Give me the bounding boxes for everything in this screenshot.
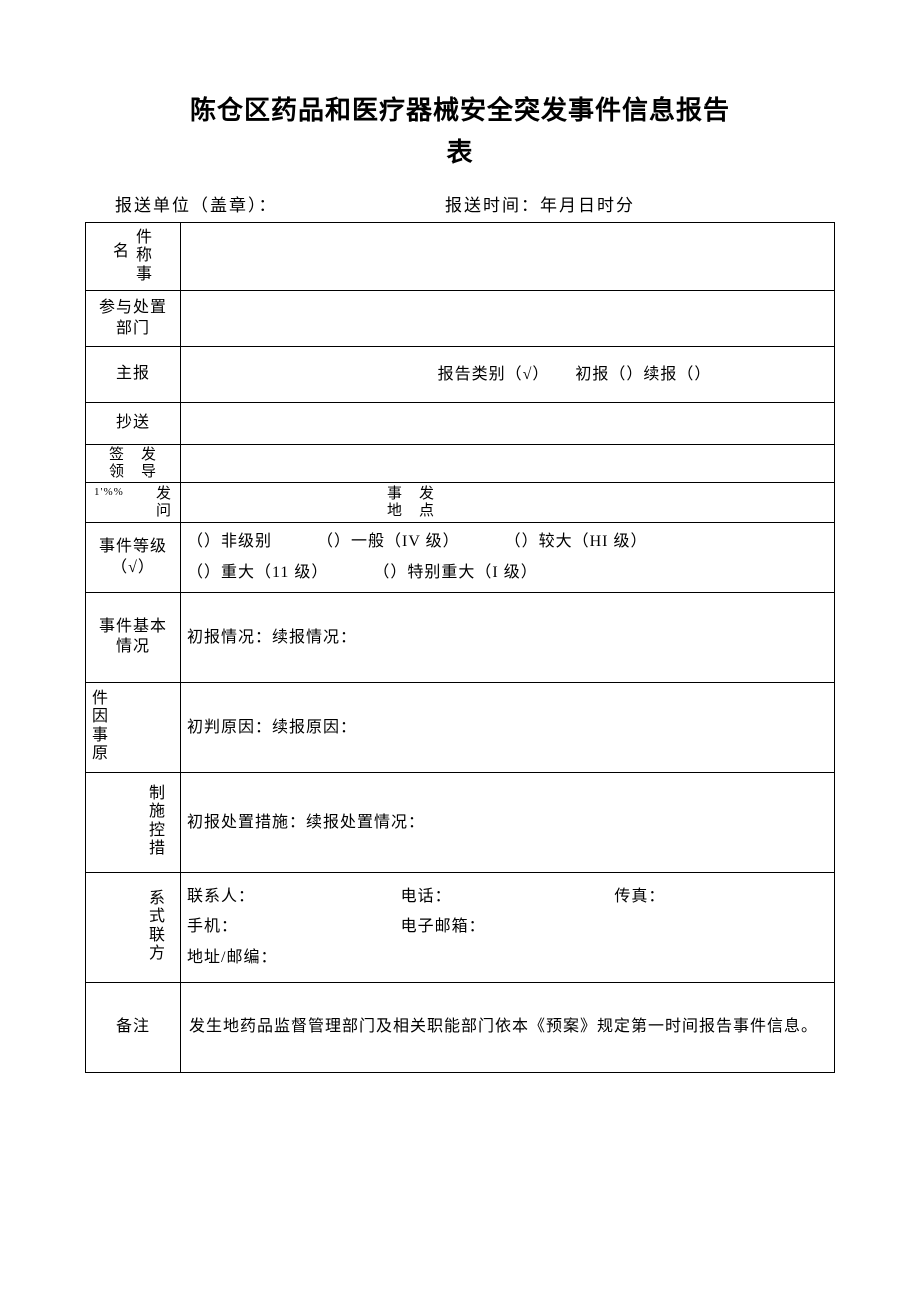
row-depts-label: 参与处置部门 <box>86 291 181 347</box>
row-measure-value[interactable]: 初报处置措施：续报处置情况： <box>181 772 835 872</box>
title-line-2: 表 <box>446 138 473 167</box>
row-event-name-value[interactable] <box>181 223 835 291</box>
contact-fax[interactable]: 传真： <box>614 882 828 912</box>
level-opt[interactable]: （）重大（11 级） <box>187 558 328 588</box>
level-opt[interactable]: （）较大（HI 级） <box>505 527 648 557</box>
row-cause-label: 件 因 事 原 <box>86 682 181 772</box>
char: 方 <box>149 945 166 963</box>
char: 件 <box>92 690 109 708</box>
row-mainreport-label: 主报 <box>86 347 181 403</box>
contact-phone[interactable]: 电话： <box>401 882 615 912</box>
row-contact-label: 系 式 联 方 <box>86 872 181 982</box>
meta-time-label: 报送时间：年月日时分 <box>445 191 835 216</box>
row-cc-label: 抄送 <box>86 403 181 445</box>
char: 控 <box>149 822 166 840</box>
title-line-1: 陈仓区药品和医疗器械安全突发事件信息报告 <box>190 96 730 125</box>
char: 事 <box>136 266 153 284</box>
char-line: 签 发 <box>88 447 178 464</box>
row-basic-value[interactable]: 初报情况：续报情况： <box>181 592 835 682</box>
char: 制 <box>149 785 166 803</box>
row-mainreport-value[interactable]: 报告类别（√） 初报（）续报（） <box>181 347 835 403</box>
char: 措 <box>149 840 166 858</box>
row-contact-value[interactable]: 联系人： 电话： 传真： 手机： 电子邮箱： 地址/邮编： <box>181 872 835 982</box>
char: 式 <box>149 908 166 926</box>
doc-title: 陈仓区药品和医疗器械安全突发事件信息报告 表 <box>85 90 835 173</box>
char: 事 <box>92 727 109 745</box>
row-cc-value[interactable] <box>181 403 835 445</box>
row-event-name-label: 名 件 称 事 <box>86 223 181 291</box>
char-line: 事 发 <box>387 486 435 503</box>
contact-mobile[interactable]: 手机： <box>187 912 401 942</box>
level-opt[interactable]: （）一般（IV 级） <box>317 527 460 557</box>
row-event-time-label: 1'%% 发 问 <box>86 483 181 523</box>
row-event-time-loc-value[interactable]: 事 发 地 点 <box>181 483 835 523</box>
page-container: 陈仓区药品和医疗器械安全突发事件信息报告 表 报送单位（盖章）： 报送时间：年月… <box>0 0 920 1133</box>
char: 因 <box>92 708 109 726</box>
row-event-level-label: 事件等级（√） <box>86 523 181 593</box>
char: 原 <box>92 745 109 763</box>
char: 联 <box>149 927 166 945</box>
row-cause-value[interactable]: 初判原因：续报原因： <box>181 682 835 772</box>
contact-email[interactable]: 电子邮箱： <box>401 912 615 942</box>
char-line: 发 <box>156 486 172 503</box>
meta-row: 报送单位（盖章）： 报送时间：年月日时分 <box>85 191 835 216</box>
char-line: 问 <box>156 503 172 520</box>
row-sign-leader-label: 签 发 领 导 <box>86 445 181 483</box>
row-measure-label: 制 施 控 措 <box>86 772 181 872</box>
contact-person[interactable]: 联系人： <box>187 882 401 912</box>
char: 件 <box>136 229 153 247</box>
row-remark-value: 发生地药品监督管理部门及相关职能部门依本《预案》规定第一时间报告事件信息。 <box>181 982 835 1072</box>
level-opt[interactable]: （）特别重大（I 级） <box>373 558 537 588</box>
contact-addr[interactable]: 地址/邮编： <box>187 943 828 973</box>
char-line: 领 导 <box>88 464 178 481</box>
level-opt[interactable]: （）非级别 <box>187 527 272 557</box>
char: 名 <box>113 243 130 261</box>
char: 施 <box>149 803 166 821</box>
tiny-mark: 1'%% <box>94 486 124 519</box>
row-sign-leader-value[interactable] <box>181 445 835 483</box>
char: 系 <box>149 890 166 908</box>
row-event-level-value[interactable]: （）非级别 （）一般（IV 级） （）较大（HI 级） （）重大（11 级） （… <box>181 523 835 593</box>
report-form-table: 名 件 称 事 参与处置部门 主报 报告类别（√） 初报（）续报（） 抄送 <box>85 222 835 1073</box>
row-depts-value[interactable] <box>181 291 835 347</box>
meta-unit-label: 报送单位（盖章）： <box>115 191 445 216</box>
row-basic-label: 事件基本情况 <box>86 592 181 682</box>
char-line: 地 点 <box>387 503 435 520</box>
row-remark-label: 备注 <box>86 982 181 1072</box>
char: 称 <box>136 247 153 265</box>
